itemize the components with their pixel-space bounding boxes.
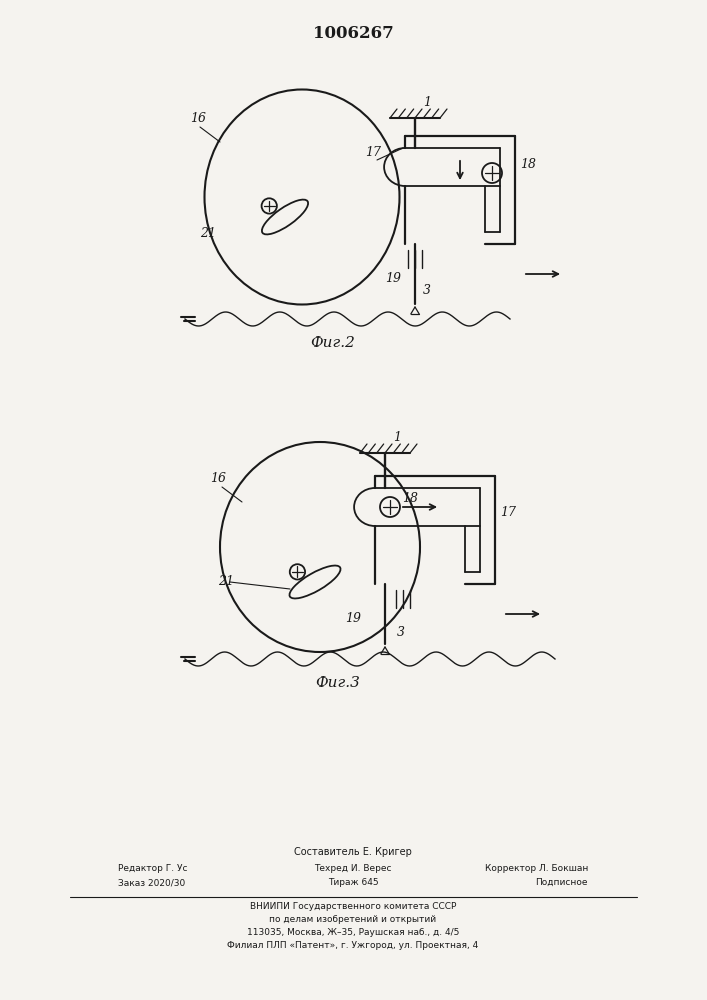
Text: 3: 3 <box>397 626 405 639</box>
Text: 1: 1 <box>423 96 431 109</box>
Text: 21: 21 <box>218 575 234 588</box>
Text: Филиал ПЛП «Патент», г. Ужгород, ул. Проектная, 4: Филиал ПЛП «Патент», г. Ужгород, ул. Про… <box>228 941 479 950</box>
Text: 18: 18 <box>520 158 536 171</box>
Text: ВНИИПИ Государственного комитета СССР: ВНИИПИ Государственного комитета СССР <box>250 902 456 911</box>
Text: Техред И. Верес: Техред И. Верес <box>314 864 392 873</box>
Text: 18: 18 <box>402 492 418 505</box>
Text: 1006267: 1006267 <box>312 25 393 42</box>
Text: Корректор Л. Бокшан: Корректор Л. Бокшан <box>484 864 588 873</box>
Text: 17: 17 <box>365 146 381 159</box>
Text: Подписное: Подписное <box>535 878 588 887</box>
Text: Составитель Е. Кригер: Составитель Е. Кригер <box>294 847 412 857</box>
Text: 19: 19 <box>345 612 361 625</box>
Text: 113035, Москва, Ж–35, Раушская наб., д. 4/5: 113035, Москва, Ж–35, Раушская наб., д. … <box>247 928 459 937</box>
Text: 17: 17 <box>500 506 516 519</box>
Text: 16: 16 <box>210 472 226 485</box>
Text: Тираж 645: Тираж 645 <box>327 878 378 887</box>
Text: 3: 3 <box>423 284 431 297</box>
Text: Фиг.2: Фиг.2 <box>310 336 355 350</box>
Text: 1: 1 <box>393 431 401 444</box>
Text: 21: 21 <box>200 227 216 240</box>
Text: Фиг.3: Фиг.3 <box>315 676 360 690</box>
Text: Редактор Г. Ус: Редактор Г. Ус <box>118 864 187 873</box>
Text: 19: 19 <box>385 272 401 285</box>
Text: Заказ 2020/30: Заказ 2020/30 <box>118 878 185 887</box>
Text: 16: 16 <box>190 112 206 125</box>
Text: по делам изобретений и открытий: по делам изобретений и открытий <box>269 915 436 924</box>
